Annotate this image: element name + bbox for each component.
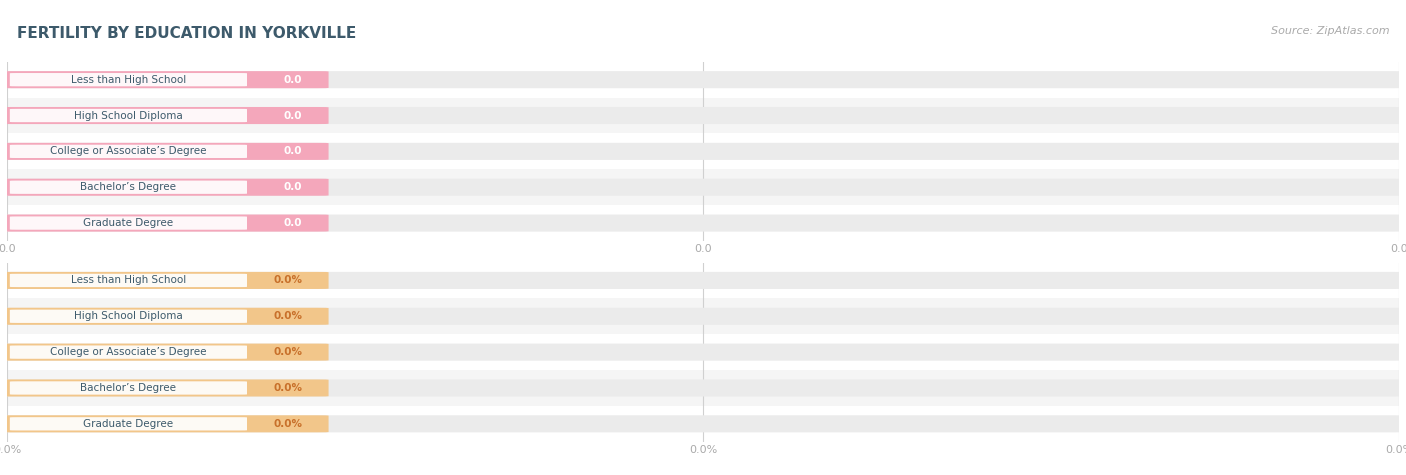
FancyBboxPatch shape xyxy=(0,380,1406,397)
Text: College or Associate’s Degree: College or Associate’s Degree xyxy=(51,347,207,357)
Text: Bachelor’s Degree: Bachelor’s Degree xyxy=(80,182,176,192)
Text: High School Diploma: High School Diploma xyxy=(75,311,183,321)
FancyBboxPatch shape xyxy=(10,109,247,122)
Text: Less than High School: Less than High School xyxy=(70,276,186,285)
Text: Less than High School: Less than High School xyxy=(70,75,186,85)
FancyBboxPatch shape xyxy=(10,180,247,194)
Text: 0.0: 0.0 xyxy=(284,218,302,228)
Bar xyxy=(7,263,1399,298)
Text: 0.0: 0.0 xyxy=(284,75,302,85)
FancyBboxPatch shape xyxy=(0,179,1406,196)
FancyBboxPatch shape xyxy=(0,272,1406,289)
FancyBboxPatch shape xyxy=(10,345,247,359)
Bar xyxy=(7,169,1399,205)
FancyBboxPatch shape xyxy=(0,179,329,196)
Bar xyxy=(7,298,1399,334)
Text: Graduate Degree: Graduate Degree xyxy=(83,218,173,228)
Text: 0.0: 0.0 xyxy=(284,146,302,156)
FancyBboxPatch shape xyxy=(10,145,247,158)
FancyBboxPatch shape xyxy=(0,215,329,232)
FancyBboxPatch shape xyxy=(0,415,1406,432)
FancyBboxPatch shape xyxy=(0,308,1406,325)
Text: 0.0: 0.0 xyxy=(284,182,302,192)
Text: 0.0%: 0.0% xyxy=(273,347,302,357)
Text: Bachelor’s Degree: Bachelor’s Degree xyxy=(80,383,176,393)
FancyBboxPatch shape xyxy=(10,217,247,230)
FancyBboxPatch shape xyxy=(0,380,329,397)
Text: Source: ZipAtlas.com: Source: ZipAtlas.com xyxy=(1271,26,1389,36)
FancyBboxPatch shape xyxy=(0,343,1406,361)
Text: College or Associate’s Degree: College or Associate’s Degree xyxy=(51,146,207,156)
FancyBboxPatch shape xyxy=(10,73,247,86)
FancyBboxPatch shape xyxy=(0,71,1406,88)
FancyBboxPatch shape xyxy=(0,143,1406,160)
Text: Graduate Degree: Graduate Degree xyxy=(83,419,173,429)
Bar xyxy=(7,406,1399,442)
FancyBboxPatch shape xyxy=(0,215,1406,232)
FancyBboxPatch shape xyxy=(0,343,329,361)
FancyBboxPatch shape xyxy=(10,381,247,395)
Text: 0.0%: 0.0% xyxy=(273,276,302,285)
Bar xyxy=(7,370,1399,406)
Text: High School Diploma: High School Diploma xyxy=(75,111,183,121)
Text: 0.0%: 0.0% xyxy=(273,383,302,393)
Bar xyxy=(7,97,1399,133)
Bar xyxy=(7,334,1399,370)
Text: 0.0: 0.0 xyxy=(284,111,302,121)
FancyBboxPatch shape xyxy=(0,107,1406,124)
Text: 0.0%: 0.0% xyxy=(273,311,302,321)
FancyBboxPatch shape xyxy=(10,274,247,287)
FancyBboxPatch shape xyxy=(0,107,329,124)
FancyBboxPatch shape xyxy=(0,143,329,160)
Bar xyxy=(7,205,1399,241)
Bar xyxy=(7,62,1399,97)
FancyBboxPatch shape xyxy=(10,417,247,430)
FancyBboxPatch shape xyxy=(0,308,329,325)
Text: 0.0%: 0.0% xyxy=(273,419,302,429)
FancyBboxPatch shape xyxy=(0,415,329,432)
Bar xyxy=(7,133,1399,169)
FancyBboxPatch shape xyxy=(10,310,247,323)
FancyBboxPatch shape xyxy=(0,71,329,88)
Text: FERTILITY BY EDUCATION IN YORKVILLE: FERTILITY BY EDUCATION IN YORKVILLE xyxy=(17,26,356,41)
FancyBboxPatch shape xyxy=(0,272,329,289)
